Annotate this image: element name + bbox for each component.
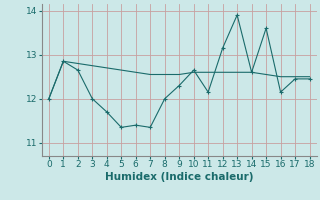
X-axis label: Humidex (Indice chaleur): Humidex (Indice chaleur) <box>105 172 253 182</box>
